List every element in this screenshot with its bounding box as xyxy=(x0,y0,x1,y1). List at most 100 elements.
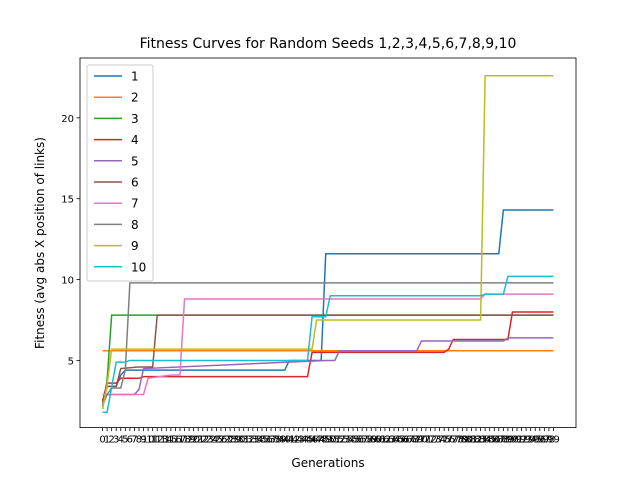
y-tick-label: 10 xyxy=(61,276,74,287)
x-tick-label: 56 xyxy=(351,435,364,446)
y-tick-label: 5 xyxy=(68,356,74,367)
x-tick-label: 35 xyxy=(256,435,269,446)
y-axis-ticks: 5 10 15 20 xyxy=(61,114,80,367)
x-tick-label: 2 xyxy=(108,435,114,446)
x-tick-label: 39 xyxy=(274,435,287,446)
x-tick-label: 87 xyxy=(492,435,505,446)
x-tick-label: 67 xyxy=(401,435,414,446)
x-tick-label: 21 xyxy=(192,435,205,446)
legend-label-8: 8 xyxy=(131,218,139,232)
x-tick-label: 24 xyxy=(205,435,218,446)
x-tick-label: 16 xyxy=(169,435,182,446)
x-tick-label: 6 xyxy=(127,435,133,446)
x-tick-label: 61 xyxy=(374,435,387,446)
series-line-9 xyxy=(101,75,554,410)
x-tick-label: 4 xyxy=(118,435,124,446)
x-tick-label: 84 xyxy=(479,435,492,446)
x-tick-label: 79 xyxy=(456,435,469,446)
x-axis-ticks: 0123456789101112131415161718192021222324… xyxy=(99,427,560,446)
x-tick-label: 46 xyxy=(306,435,319,446)
x-tick-label: 7 xyxy=(131,435,137,446)
x-tick-label: 68 xyxy=(406,435,419,446)
x-tick-label: 91 xyxy=(511,435,524,446)
series-line-5 xyxy=(102,337,554,396)
legend-label-4: 4 xyxy=(131,133,139,147)
x-tick-label: 98 xyxy=(543,435,556,446)
legend-label-7: 7 xyxy=(131,197,139,211)
x-tick-label: 57 xyxy=(356,435,369,446)
x-tick-label: 20 xyxy=(187,435,200,446)
x-tick-label: 95 xyxy=(529,435,542,446)
x-tick-label: 15 xyxy=(164,435,177,446)
x-tick-label: 93 xyxy=(520,435,533,446)
series-line-7 xyxy=(102,293,554,396)
x-tick-label: 28 xyxy=(224,435,237,446)
series-line-8 xyxy=(101,282,554,407)
x-tick-label: 3 xyxy=(113,435,119,446)
x-tick-label: 77 xyxy=(447,435,460,446)
x-tick-label: 74 xyxy=(433,435,446,446)
x-tick-label: 52 xyxy=(333,435,346,446)
x-tick-label: 60 xyxy=(369,435,382,446)
x-axis-label: Generations xyxy=(291,456,364,470)
x-tick-label: 59 xyxy=(365,435,378,446)
x-tick-label: 63 xyxy=(383,435,396,446)
legend-label-6: 6 xyxy=(131,176,139,190)
x-tick-label: 14 xyxy=(160,435,173,446)
x-tick-label: 23 xyxy=(201,435,214,446)
x-tick-label: 70 xyxy=(415,435,428,446)
legend-label-1: 1 xyxy=(131,70,139,84)
x-tick-label: 44 xyxy=(297,435,310,446)
legend-label-3: 3 xyxy=(131,112,139,126)
x-tick-label: 26 xyxy=(215,435,228,446)
legend: 1 2 3 4 5 6 7 8 9 10 xyxy=(86,64,154,282)
x-tick-label: 94 xyxy=(524,435,537,446)
x-tick-label: 92 xyxy=(515,435,528,446)
x-tick-label: 97 xyxy=(538,435,551,446)
x-tick-label: 37 xyxy=(265,435,278,446)
x-tick-label: 0 xyxy=(99,435,105,446)
x-tick-label: 11 xyxy=(146,435,159,446)
x-tick-label: 19 xyxy=(183,435,196,446)
plot-lines xyxy=(101,75,554,413)
x-tick-label: 32 xyxy=(242,435,255,446)
x-tick-label: 99 xyxy=(547,435,560,446)
legend-label-2: 2 xyxy=(131,91,139,105)
x-tick-label: 75 xyxy=(438,435,451,446)
x-tick-label: 50 xyxy=(324,435,337,446)
x-tick-label: 62 xyxy=(379,435,392,446)
y-tick-label: 20 xyxy=(61,114,74,125)
x-tick-label: 27 xyxy=(219,435,232,446)
x-tick-label: 53 xyxy=(338,435,351,446)
x-tick-label: 45 xyxy=(301,435,314,446)
x-tick-label: 72 xyxy=(424,435,437,446)
chart-title: Fitness Curves for Random Seeds 1,2,3,4,… xyxy=(140,36,517,52)
x-tick-label: 88 xyxy=(497,435,510,446)
x-tick-label: 43 xyxy=(292,435,305,446)
x-tick-label: 78 xyxy=(451,435,464,446)
series-line-6 xyxy=(101,314,554,403)
x-tick-label: 1 xyxy=(104,435,110,446)
legend-label-9: 9 xyxy=(131,239,139,253)
x-tick-label: 58 xyxy=(360,435,373,446)
x-tick-label: 51 xyxy=(328,435,341,446)
x-tick-label: 40 xyxy=(278,435,291,446)
y-tick-label: 15 xyxy=(61,195,74,206)
x-tick-label: 8 xyxy=(136,435,142,446)
x-tick-label: 38 xyxy=(269,435,282,446)
x-tick-label: 55 xyxy=(347,435,360,446)
x-tick-label: 10 xyxy=(142,435,155,446)
x-tick-label: 17 xyxy=(174,435,187,446)
x-tick-label: 80 xyxy=(461,435,474,446)
x-tick-label: 48 xyxy=(315,435,328,446)
x-tick-label: 83 xyxy=(474,435,487,446)
x-tick-label: 5 xyxy=(122,435,128,446)
x-tick-label: 86 xyxy=(488,435,501,446)
x-tick-label: 31 xyxy=(237,435,250,446)
x-tick-label: 96 xyxy=(533,435,546,446)
x-tick-label: 73 xyxy=(429,435,442,446)
x-tick-label: 30 xyxy=(233,435,246,446)
x-tick-label: 9 xyxy=(140,435,146,446)
legend-label-5: 5 xyxy=(131,154,139,168)
x-tick-label: 90 xyxy=(506,435,519,446)
